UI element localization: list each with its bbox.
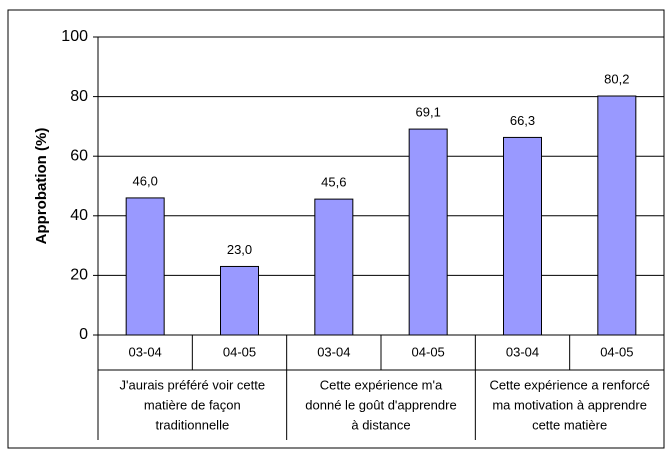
- y-tick-label: 0: [79, 326, 88, 343]
- x-tick-label: 04-05: [223, 344, 256, 359]
- value-label: 80,2: [604, 71, 629, 86]
- y-tick-label: 20: [70, 267, 88, 284]
- y-tick-label: 40: [70, 207, 88, 224]
- y-tick-label: 60: [70, 147, 88, 164]
- group-label: ma motivation à apprendre: [492, 397, 647, 412]
- value-label: 66,3: [510, 113, 535, 128]
- value-label: 46,0: [133, 173, 158, 188]
- x-tick-label: 03-04: [506, 344, 539, 359]
- value-label: 69,1: [416, 105, 441, 120]
- y-tick-label: 100: [61, 28, 88, 45]
- group-label: Cette expérience a renforcé: [489, 377, 649, 392]
- group-label: matière de façon: [144, 397, 241, 412]
- value-label: 23,0: [227, 242, 252, 257]
- x-tick-label: 03-04: [317, 344, 350, 359]
- x-tick-label: 04-05: [412, 344, 445, 359]
- x-tick-label: 04-05: [600, 344, 633, 359]
- bar: [597, 95, 637, 336]
- bar: [503, 136, 542, 336]
- group-label: cette matière: [532, 417, 607, 432]
- y-axis-title: Approbation (%): [33, 128, 50, 245]
- value-label: 45,6: [321, 175, 346, 190]
- y-tick-label: 80: [70, 88, 88, 105]
- group-label: Cette expérience m'a: [320, 377, 443, 392]
- group-label: J'aurais préféré voir cette: [120, 377, 266, 392]
- bar: [408, 128, 448, 336]
- bar: [314, 198, 354, 336]
- group-label: donné le goût d'apprendre: [305, 397, 456, 412]
- x-tick-label: 03-04: [129, 344, 162, 359]
- bar: [220, 265, 259, 336]
- group-label: à distance: [351, 417, 410, 432]
- group-label: traditionnelle: [155, 417, 229, 432]
- bar: [125, 197, 165, 336]
